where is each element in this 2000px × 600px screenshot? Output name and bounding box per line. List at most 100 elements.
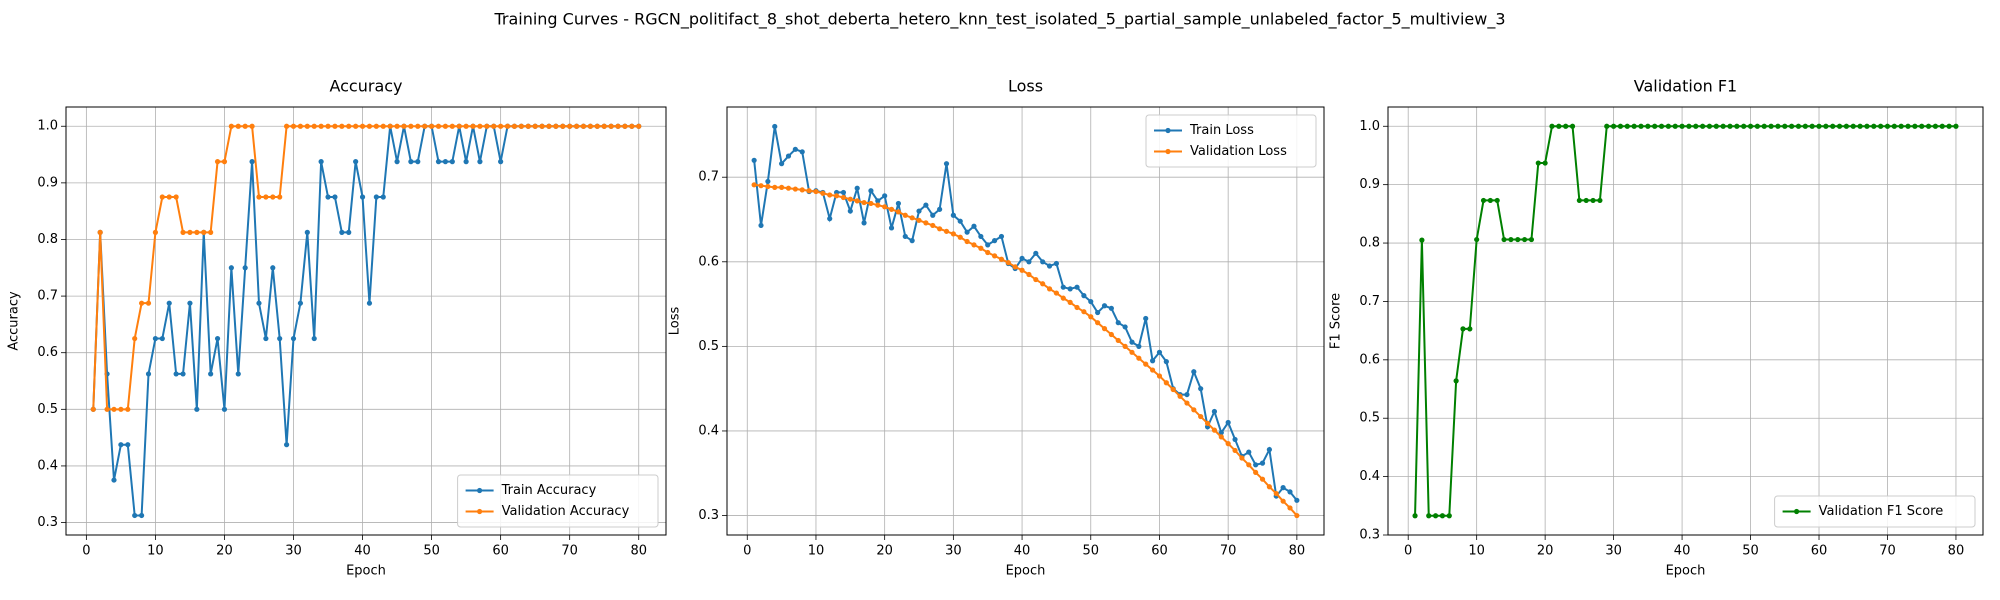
x-tick-label: 30 <box>285 544 302 559</box>
x-tick-label: 30 <box>1605 544 1622 559</box>
data-point <box>998 233 1005 240</box>
data-point <box>1239 455 1245 461</box>
legend-marker <box>477 487 483 494</box>
data-point <box>1184 400 1190 406</box>
data-point <box>311 123 317 129</box>
data-point <box>463 159 469 165</box>
data-point <box>1583 197 1589 204</box>
x-tick-label: 0 <box>743 544 751 559</box>
x-tick-label: 40 <box>354 544 371 559</box>
data-point <box>758 222 764 229</box>
x-tick-label: 10 <box>147 544 164 559</box>
data-point <box>1198 413 1204 420</box>
data-point <box>1946 123 1952 129</box>
data-point <box>1809 123 1815 129</box>
data-point <box>208 371 214 377</box>
data-point <box>813 188 819 195</box>
data-point <box>1665 123 1671 129</box>
data-point <box>827 192 833 198</box>
data-point <box>1177 393 1183 399</box>
y-tick-label: 0.5 <box>1359 411 1380 426</box>
data-point <box>1706 123 1713 129</box>
data-point <box>573 123 580 129</box>
data-point <box>1287 505 1293 511</box>
legend-box <box>1145 114 1317 168</box>
data-point <box>394 159 400 165</box>
data-point <box>909 215 915 221</box>
data-point <box>1569 123 1576 129</box>
data-point <box>539 123 545 129</box>
data-point <box>1542 160 1548 166</box>
data-point <box>1005 260 1011 266</box>
data-point <box>353 159 359 165</box>
data-point <box>145 371 152 377</box>
data-point <box>511 123 518 129</box>
data-point <box>249 123 255 129</box>
data-point <box>847 208 853 214</box>
data-point <box>270 265 276 271</box>
data-point <box>971 242 977 248</box>
data-point <box>380 123 386 129</box>
data-point <box>930 222 936 229</box>
data-point <box>1246 462 1252 468</box>
data-point <box>943 228 950 234</box>
data-point <box>1563 123 1569 129</box>
data-point <box>868 200 874 207</box>
data-point <box>1939 123 1945 129</box>
data-point <box>1232 436 1238 443</box>
data-point <box>304 229 310 235</box>
y-tick-label: 1.0 <box>37 119 58 134</box>
data-point <box>1658 123 1665 129</box>
data-point <box>484 123 490 129</box>
data-point <box>1679 123 1685 129</box>
data-point <box>840 194 847 201</box>
data-point <box>1088 298 1094 305</box>
x-tick-label: 50 <box>1742 544 1759 559</box>
data-point <box>587 123 593 129</box>
data-point <box>214 335 221 342</box>
data-point <box>408 159 414 165</box>
x-tick-label: 80 <box>1289 544 1306 559</box>
y-tick-label: 0.4 <box>698 423 719 438</box>
data-point <box>221 159 228 165</box>
legend-label: Validation F1 Score <box>1819 504 1944 519</box>
data-point <box>277 194 283 200</box>
data-point <box>311 335 317 342</box>
data-point <box>304 123 310 129</box>
data-point <box>799 187 805 193</box>
data-point <box>111 477 117 483</box>
data-point <box>415 123 421 129</box>
data-point <box>1830 123 1836 129</box>
data-point <box>283 442 290 448</box>
data-point <box>772 184 778 190</box>
data-point <box>1198 386 1204 392</box>
data-point <box>1850 123 1856 129</box>
data-point <box>1432 513 1439 519</box>
data-point <box>567 123 573 129</box>
data-point <box>840 189 847 196</box>
data-point <box>622 123 628 129</box>
data-point <box>1170 386 1176 393</box>
data-point <box>1515 236 1521 243</box>
data-point <box>854 198 860 204</box>
data-point <box>909 238 915 244</box>
data-point <box>806 188 812 194</box>
data-point <box>1266 484 1272 490</box>
data-point <box>957 234 963 240</box>
data-point <box>1652 123 1658 129</box>
data-point <box>765 178 771 185</box>
data-point <box>847 196 853 202</box>
data-point <box>208 229 214 235</box>
x-tick-label: 20 <box>216 544 233 559</box>
x-tick-label: 80 <box>630 544 647 559</box>
data-point <box>1163 359 1169 365</box>
data-point <box>1012 264 1018 270</box>
data-point <box>751 157 757 163</box>
data-point <box>1460 326 1466 332</box>
y-tick-label: 0.9 <box>1359 177 1380 192</box>
data-point <box>435 123 442 129</box>
y-tick-label: 0.4 <box>1359 469 1380 484</box>
data-point <box>1184 391 1190 398</box>
data-point <box>449 159 455 165</box>
data-point <box>792 186 798 192</box>
